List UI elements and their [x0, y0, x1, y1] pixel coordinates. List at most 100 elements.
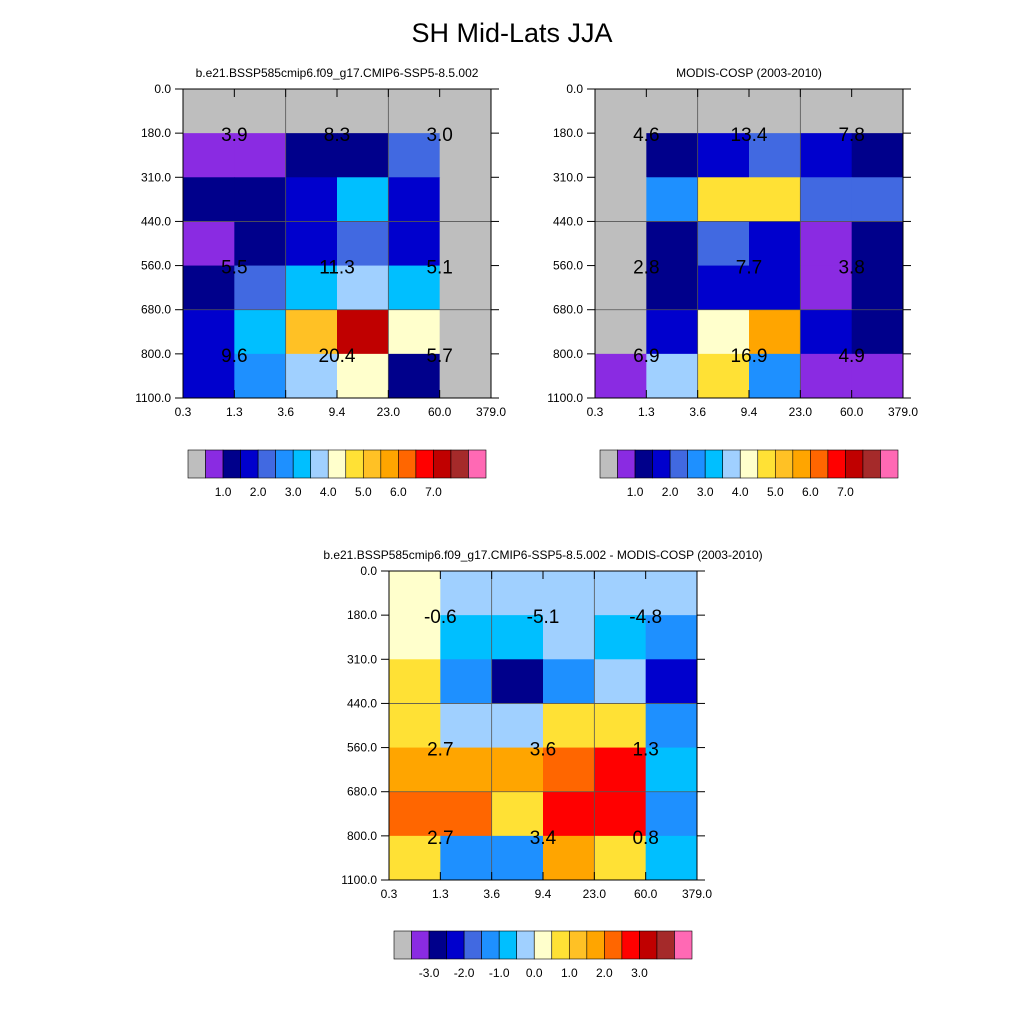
- box-value-label: 20.4: [319, 346, 356, 367]
- colorbar-swatch: [586, 930, 605, 960]
- heatmap-cell: [389, 571, 441, 616]
- heatmap-cell: [594, 835, 647, 881]
- heatmap-cell: [646, 133, 699, 178]
- y-tick-label: 310.0: [347, 652, 377, 666]
- colorbar-swatch: [639, 930, 658, 960]
- heatmap-cell: [749, 265, 801, 311]
- y-tick-label: 310.0: [141, 170, 171, 184]
- y-tick-label: 560.0: [141, 259, 171, 273]
- y-tick-label: 440.0: [553, 214, 583, 228]
- colorbar-swatch: [463, 930, 482, 960]
- heatmap-cell: [440, 615, 493, 660]
- heatmap-cell: [851, 133, 904, 178]
- heatmap-cell: [183, 177, 235, 222]
- heatmap-cell: [183, 133, 235, 178]
- heatmap-cell: [491, 747, 544, 793]
- heatmap-cell: [337, 177, 389, 222]
- box-value-label: 1.3: [632, 740, 658, 761]
- y-tick-label: 800.0: [553, 347, 583, 361]
- heatmap-cell: [800, 265, 853, 311]
- colorbar-label: 7.0: [837, 485, 854, 499]
- heatmap-cell: [234, 177, 287, 222]
- colorbar-label: -3.0: [419, 966, 440, 980]
- heatmap-cell: [543, 659, 595, 704]
- x-tick-label: 1.3: [226, 405, 243, 419]
- box-value-label: -4.8: [629, 607, 662, 628]
- heatmap-cell: [234, 309, 287, 355]
- heatmap-cell: [645, 791, 698, 837]
- colorbar-swatch: [617, 449, 636, 479]
- colorbar-label: 4.0: [320, 485, 337, 499]
- heatmap-cell: [800, 89, 853, 134]
- colorbar-swatch: [674, 930, 693, 960]
- x-tick-label: 3.6: [689, 405, 706, 419]
- y-tick-label: 680.0: [553, 303, 583, 317]
- colorbar-label: 1.0: [215, 485, 232, 499]
- heatmap-cell: [543, 835, 595, 881]
- heatmap-cell: [749, 309, 801, 355]
- panel-model: b.e21.BSSP585cmip6.f09_g17.CMIP6-SSP5-8.…: [135, 66, 506, 499]
- heatmap-cell: [234, 133, 287, 178]
- subplot-title: MODIS-COSP (2003-2010): [676, 66, 822, 80]
- heatmap-cell: [749, 353, 801, 399]
- colorbar-label: -2.0: [454, 966, 475, 980]
- y-tick-label: 310.0: [553, 170, 583, 184]
- heatmap-cell: [491, 835, 544, 881]
- heatmap-cell: [337, 309, 389, 355]
- heatmap-cell: [234, 89, 287, 134]
- y-tick-label: 440.0: [141, 214, 171, 228]
- heatmap-cell: [440, 659, 493, 704]
- heatmap-cell: [439, 353, 492, 399]
- colorbar-swatch: [669, 449, 688, 479]
- box-value-label: 0.8: [632, 828, 658, 849]
- y-tick-label: 560.0: [553, 259, 583, 273]
- heatmap-cell: [595, 221, 647, 267]
- heatmap-cell: [285, 309, 338, 355]
- heatmap-cell: [388, 89, 441, 134]
- x-tick-label: 379.0: [476, 405, 506, 419]
- colorbar-swatch: [792, 449, 811, 479]
- heatmap-cell: [594, 791, 647, 837]
- x-tick-label: 0.3: [587, 405, 604, 419]
- heatmap-cell: [285, 265, 338, 311]
- box-value-label: -0.6: [424, 607, 457, 628]
- heatmap-cell: [388, 265, 441, 311]
- heatmap-cell: [800, 309, 853, 355]
- colorbar-swatch: [468, 449, 487, 479]
- box-value-label: 2.7: [427, 740, 453, 761]
- heatmap-cell: [749, 177, 801, 222]
- panel-difference: b.e21.BSSP585cmip6.f09_g17.CMIP6-SSP5-8.…: [323, 548, 762, 980]
- heatmap-cell: [389, 747, 441, 793]
- colorbar-label: 0.0: [526, 966, 543, 980]
- y-tick-label: 680.0: [141, 303, 171, 317]
- heatmap-cell: [183, 353, 235, 399]
- colorbar-label: 2.0: [250, 485, 267, 499]
- colorbar-swatch: [446, 930, 465, 960]
- colorbar-label: 4.0: [732, 485, 749, 499]
- heatmap-cell: [440, 791, 493, 837]
- box-value-label: 4.6: [633, 125, 659, 146]
- colorbar-swatch: [862, 449, 881, 479]
- x-tick-label: 3.6: [483, 887, 500, 901]
- y-tick-label: 680.0: [347, 785, 377, 799]
- heatmap-cell: [594, 615, 647, 660]
- heatmap-cell: [646, 353, 699, 399]
- heatmap-cell: [543, 571, 595, 616]
- colorbar-swatch: [880, 449, 899, 479]
- heatmap-cell: [183, 309, 235, 355]
- figure-title: SH Mid-Lats JJA: [411, 18, 613, 48]
- heatmap-cell: [645, 615, 698, 660]
- heatmap-cell: [491, 659, 544, 704]
- colorbar-swatch: [345, 449, 364, 479]
- colorbar-swatch: [827, 449, 846, 479]
- x-tick-label: 1.3: [638, 405, 655, 419]
- heatmap-cell: [491, 615, 544, 660]
- heatmap-cell: [595, 309, 647, 355]
- box-value-label: 5.5: [221, 258, 247, 279]
- heatmap-cell: [697, 221, 750, 267]
- heatmap-cell: [851, 353, 904, 399]
- colorbar-label: 6.0: [390, 485, 407, 499]
- heatmap-cell: [491, 791, 544, 837]
- heatmap-cell: [594, 659, 647, 704]
- box-value-label: 7.7: [736, 258, 762, 279]
